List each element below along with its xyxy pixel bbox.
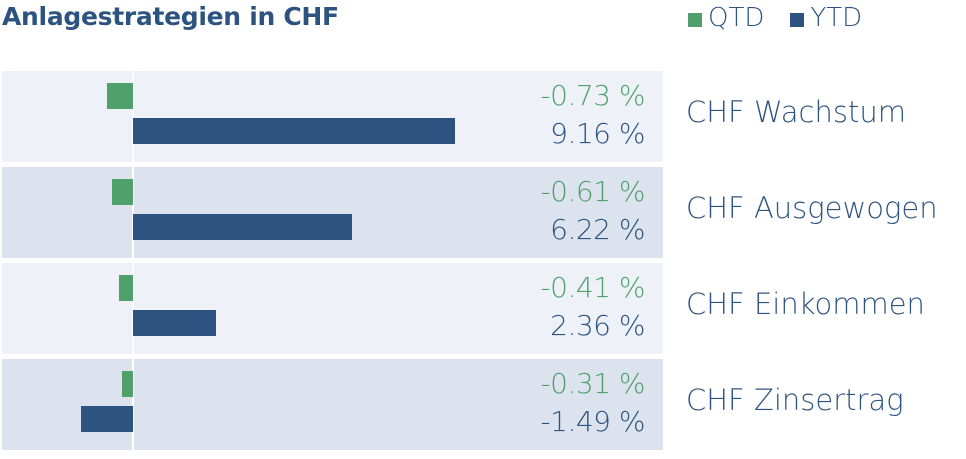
legend-item-qtd: QTD (688, 3, 764, 33)
data-label-qtd: -0.73 % (540, 79, 646, 112)
data-label-qtd: -0.31 % (540, 367, 646, 400)
legend-item-ytd: YTD (790, 3, 862, 33)
data-label-qtd: -0.61 % (540, 175, 646, 208)
bar-qtd (118, 275, 133, 301)
bar-qtd (107, 83, 133, 109)
bar-ytd (133, 310, 217, 336)
category-label: CHF Zinsertrag (686, 383, 904, 417)
bar-ytd (133, 214, 352, 240)
chart-title: Anlagestrategien in CHF (2, 2, 339, 31)
data-label-qtd: -0.41 % (540, 271, 646, 304)
data-label-ytd: 6.22 % (550, 213, 645, 246)
category-label: CHF Einkommen (686, 287, 925, 321)
legend-label-ytd: YTD (810, 3, 863, 33)
data-label-ytd: -1.49 % (540, 405, 646, 438)
category-label: CHF Wachstum (686, 95, 906, 129)
zero-axis-line (132, 167, 134, 258)
bar-qtd (122, 371, 133, 397)
data-label-ytd: 2.36 % (550, 309, 645, 342)
legend-label-qtd: QTD (708, 3, 765, 33)
zero-axis-line (132, 359, 134, 450)
zero-axis-line (132, 263, 134, 354)
zero-axis-line (132, 71, 134, 162)
chart-row: -0.31 % -1.49 % (2, 359, 663, 450)
chart-row: -0.61 % 6.22 % (2, 167, 663, 258)
data-label-ytd: 9.16 % (550, 117, 645, 150)
bar-qtd (111, 179, 133, 205)
chart-row: -0.73 % 9.16 % (2, 71, 663, 162)
bar-ytd (133, 118, 456, 144)
legend: QTD YTD (688, 2, 888, 34)
legend-swatch-ytd (790, 13, 805, 27)
bar-ytd (80, 406, 133, 432)
legend-swatch-qtd (688, 13, 702, 27)
category-label: CHF Ausgewogen (686, 191, 938, 225)
chart-row: -0.41 % 2.36 % (2, 263, 663, 354)
